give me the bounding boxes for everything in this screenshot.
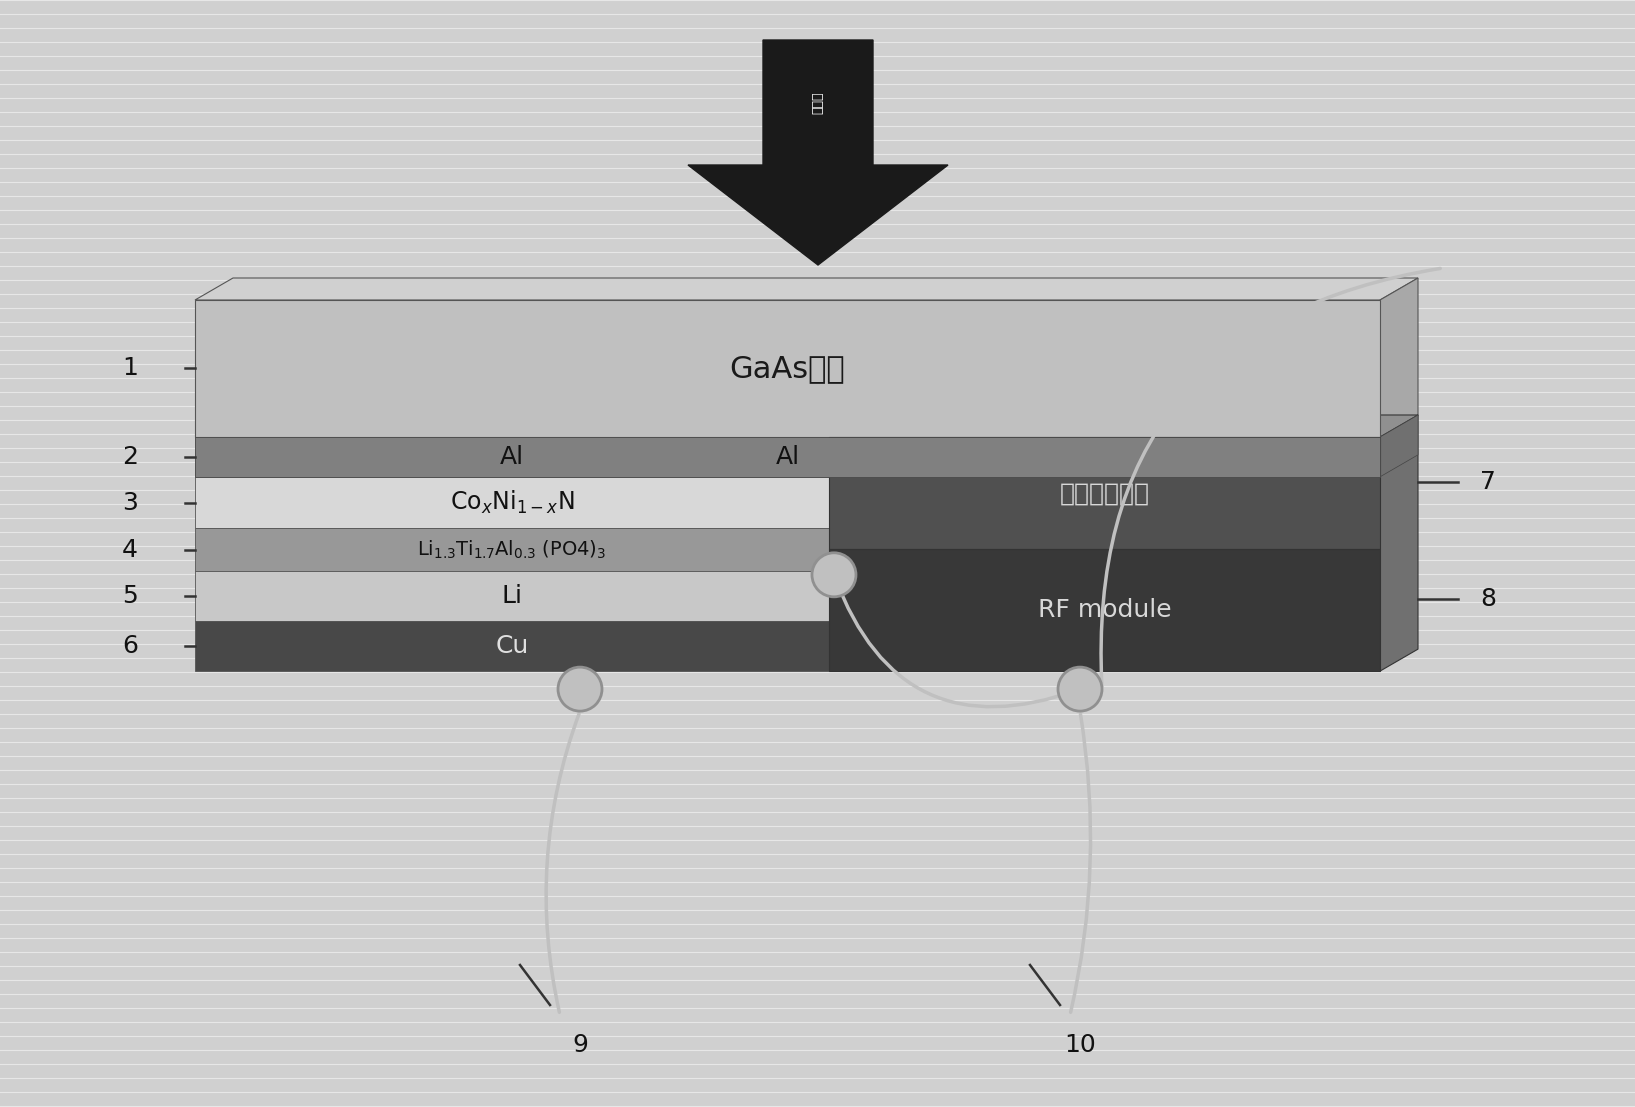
Text: Al: Al (500, 445, 525, 469)
Text: Li$_{1.3}$Ti$_{1.7}$Al$_{0.3}$ (PO4)$_3$: Li$_{1.3}$Ti$_{1.7}$Al$_{0.3}$ (PO4)$_3$ (417, 539, 607, 561)
Polygon shape (195, 278, 1418, 300)
Polygon shape (829, 415, 1418, 437)
Polygon shape (688, 40, 948, 265)
Text: 3: 3 (123, 490, 137, 515)
Text: 8: 8 (1480, 587, 1496, 611)
Bar (195, 477, 829, 528)
Polygon shape (1380, 415, 1418, 671)
Polygon shape (1380, 278, 1418, 437)
Text: GaAs电池: GaAs电池 (729, 354, 845, 383)
Bar (829, 437, 1380, 549)
Bar (195, 437, 1380, 477)
Text: RF module: RF module (1038, 598, 1171, 622)
Bar (195, 300, 1380, 437)
Bar (195, 437, 829, 477)
Text: 9: 9 (572, 1033, 589, 1057)
Bar (195, 621, 829, 671)
Text: 2: 2 (123, 445, 137, 469)
Text: Cu: Cu (495, 634, 528, 659)
Text: 1: 1 (123, 356, 137, 381)
Circle shape (813, 552, 857, 597)
Polygon shape (1380, 415, 1418, 477)
Text: 4: 4 (123, 538, 137, 562)
Circle shape (558, 668, 602, 711)
Text: 10: 10 (1064, 1033, 1095, 1057)
Bar (195, 571, 829, 621)
Text: Li: Li (502, 584, 523, 609)
Bar (829, 549, 1380, 671)
Text: 7: 7 (1480, 470, 1496, 494)
Text: Co$_x$Ni$_{1-x}$N: Co$_x$Ni$_{1-x}$N (450, 489, 574, 516)
Text: 5: 5 (123, 584, 137, 609)
Text: 能源管理电路: 能源管理电路 (1059, 482, 1149, 505)
Bar (195, 528, 829, 571)
Circle shape (1058, 668, 1102, 711)
Text: Al: Al (775, 445, 800, 469)
Text: 光输入: 光输入 (811, 91, 824, 114)
Text: 6: 6 (123, 634, 137, 659)
